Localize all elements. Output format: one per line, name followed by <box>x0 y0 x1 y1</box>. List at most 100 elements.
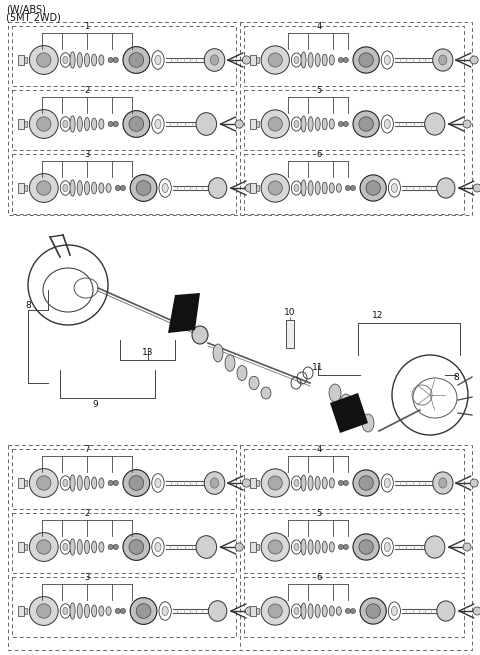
Ellipse shape <box>120 185 126 191</box>
Ellipse shape <box>261 46 289 74</box>
Ellipse shape <box>70 475 75 491</box>
Ellipse shape <box>92 541 97 553</box>
Ellipse shape <box>120 608 126 614</box>
Ellipse shape <box>338 481 343 485</box>
Ellipse shape <box>159 179 171 197</box>
Ellipse shape <box>338 121 343 126</box>
Ellipse shape <box>343 544 348 550</box>
Ellipse shape <box>84 53 90 67</box>
Bar <box>12 90 236 150</box>
Ellipse shape <box>99 55 104 65</box>
Ellipse shape <box>439 478 447 488</box>
Ellipse shape <box>60 53 71 67</box>
Ellipse shape <box>60 181 71 195</box>
Ellipse shape <box>196 113 216 136</box>
Ellipse shape <box>196 536 216 558</box>
Ellipse shape <box>338 544 343 550</box>
Ellipse shape <box>152 538 164 556</box>
Ellipse shape <box>329 478 334 488</box>
Ellipse shape <box>294 479 299 487</box>
Ellipse shape <box>384 542 390 552</box>
Ellipse shape <box>268 476 282 490</box>
Ellipse shape <box>130 175 157 201</box>
Ellipse shape <box>108 480 113 485</box>
Ellipse shape <box>308 476 313 491</box>
Ellipse shape <box>261 469 289 497</box>
Ellipse shape <box>235 120 243 128</box>
Ellipse shape <box>360 598 386 624</box>
Ellipse shape <box>294 544 299 551</box>
Ellipse shape <box>381 115 394 133</box>
Ellipse shape <box>113 58 119 63</box>
Ellipse shape <box>36 476 51 490</box>
Bar <box>250 606 256 616</box>
Ellipse shape <box>36 604 51 618</box>
Text: 2: 2 <box>84 86 90 95</box>
Ellipse shape <box>391 183 397 193</box>
Ellipse shape <box>210 478 218 488</box>
Ellipse shape <box>437 601 455 621</box>
Ellipse shape <box>115 185 120 191</box>
Text: 3: 3 <box>84 573 90 582</box>
Ellipse shape <box>343 58 348 62</box>
Ellipse shape <box>208 601 227 622</box>
Ellipse shape <box>155 478 161 487</box>
Ellipse shape <box>291 181 301 195</box>
Ellipse shape <box>106 183 111 193</box>
Ellipse shape <box>108 544 113 550</box>
Ellipse shape <box>350 185 356 191</box>
Ellipse shape <box>359 117 373 131</box>
Ellipse shape <box>315 476 320 489</box>
Text: 1: 1 <box>84 22 90 31</box>
Ellipse shape <box>291 540 301 554</box>
Ellipse shape <box>242 479 251 487</box>
Ellipse shape <box>425 536 445 558</box>
Bar <box>244 90 464 150</box>
Bar <box>18 119 24 129</box>
Ellipse shape <box>437 178 455 198</box>
Ellipse shape <box>366 181 380 195</box>
Ellipse shape <box>99 119 104 129</box>
Ellipse shape <box>136 181 151 195</box>
Ellipse shape <box>329 119 334 129</box>
Ellipse shape <box>92 182 97 194</box>
Bar <box>24 544 27 550</box>
Bar <box>244 577 464 637</box>
Ellipse shape <box>322 54 327 66</box>
Ellipse shape <box>60 604 71 618</box>
Bar <box>256 480 259 486</box>
Ellipse shape <box>70 539 75 555</box>
Ellipse shape <box>77 52 83 67</box>
Ellipse shape <box>388 179 400 197</box>
Ellipse shape <box>343 121 348 126</box>
Ellipse shape <box>155 542 161 552</box>
Bar <box>244 26 464 86</box>
Bar <box>256 185 259 191</box>
Ellipse shape <box>136 604 151 618</box>
Ellipse shape <box>268 117 282 131</box>
Ellipse shape <box>425 113 445 135</box>
Ellipse shape <box>308 604 313 618</box>
Ellipse shape <box>473 607 480 615</box>
Bar <box>244 154 464 214</box>
Ellipse shape <box>113 480 119 485</box>
Ellipse shape <box>106 607 111 615</box>
Bar <box>24 185 27 191</box>
Ellipse shape <box>294 121 299 128</box>
Ellipse shape <box>308 540 313 554</box>
Ellipse shape <box>301 180 306 196</box>
Ellipse shape <box>329 384 341 402</box>
Ellipse shape <box>213 344 223 362</box>
Ellipse shape <box>245 607 253 615</box>
Ellipse shape <box>162 607 168 616</box>
Ellipse shape <box>36 117 51 131</box>
Ellipse shape <box>60 476 71 490</box>
Ellipse shape <box>70 179 75 196</box>
Ellipse shape <box>123 111 150 138</box>
Ellipse shape <box>268 181 282 195</box>
Ellipse shape <box>315 181 320 195</box>
Bar <box>12 449 236 509</box>
Ellipse shape <box>249 376 259 390</box>
Ellipse shape <box>210 55 218 65</box>
Ellipse shape <box>36 53 51 67</box>
